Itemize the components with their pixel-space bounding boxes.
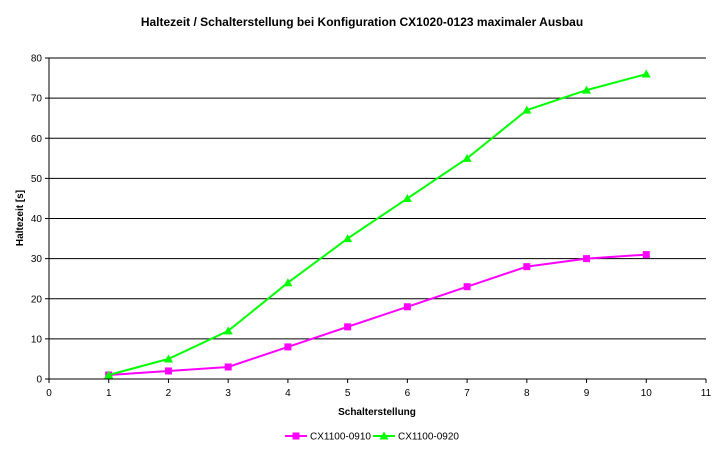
series-1-point-2: [223, 326, 233, 335]
legend-marker-1: [379, 431, 389, 440]
series-0-point-6: [463, 283, 471, 291]
series-0-point-8: [583, 255, 591, 263]
x-tick-label-6: 6: [405, 388, 411, 399]
y-tick-label-2: 20: [31, 294, 43, 305]
x-tick-label-9: 9: [584, 388, 590, 399]
y-tick-label-8: 80: [31, 54, 43, 65]
y-tick-label-3: 30: [31, 254, 43, 265]
x-tick-label-2: 2: [166, 388, 172, 399]
series-0-point-3: [284, 343, 292, 351]
chart-title: Haltezeit / Schalterstellung bei Konfigu…: [141, 15, 583, 29]
legend-marker-0: [292, 432, 300, 440]
legend: CX1100-0910 CX1100-0920: [285, 431, 459, 443]
y-tick-label-1: 10: [31, 334, 43, 345]
series-1-point-6: [462, 153, 472, 162]
y-tick-label-5: 50: [31, 174, 43, 185]
x-tick-label-7: 7: [464, 388, 470, 399]
y-tick-label-4: 40: [31, 214, 43, 225]
x-tick-label-0: 0: [46, 388, 52, 399]
series-1-point-7: [522, 105, 532, 114]
series-1-point-8: [582, 85, 592, 94]
series-line-0: [108, 253, 647, 376]
series-0-point-1: [164, 367, 172, 375]
series-1-point-3: [283, 278, 293, 287]
y-tick-label-7: 70: [31, 94, 43, 105]
series-1-point-5: [402, 193, 412, 202]
series-0-point-7: [523, 263, 531, 271]
x-tick-label-10: 10: [641, 388, 653, 399]
y-tick-label-0: 0: [36, 375, 42, 386]
x-tick-label-5: 5: [345, 388, 351, 399]
x-tick-label-1: 1: [106, 388, 112, 399]
x-tick-label-11: 11: [701, 388, 712, 399]
series-layer: [104, 69, 651, 379]
legend-label-0: CX1100-0910: [310, 432, 371, 443]
series-line-1: [108, 73, 647, 376]
series-1-point-4: [343, 234, 353, 243]
series-1-point-9: [641, 69, 651, 78]
series-1-point-1: [163, 354, 173, 363]
x-tick-label-8: 8: [524, 388, 530, 399]
gridlines: [49, 57, 706, 340]
y-tick-labels: 0 10 20 30 40 50 60 70 80: [31, 54, 43, 386]
x-tick-labels: 0 1 2 3 4 5 6 7 8 9 10 11: [46, 388, 711, 399]
x-tick-label-3: 3: [225, 388, 231, 399]
y-axis-label: Haltezeit [s]: [15, 190, 26, 246]
series-0-point-4: [344, 323, 352, 331]
series-0-point-9: [642, 251, 650, 259]
x-tick-label-4: 4: [285, 388, 291, 399]
legend-label-1: CX1100-0920: [398, 432, 459, 443]
series-0-point-2: [224, 363, 232, 371]
axes: [45, 57, 707, 383]
series-1-point-0: [104, 370, 114, 379]
y-tick-label-6: 60: [31, 134, 43, 145]
series-0-point-5: [403, 303, 411, 311]
x-axis-label: Schalterstellung: [338, 407, 416, 418]
